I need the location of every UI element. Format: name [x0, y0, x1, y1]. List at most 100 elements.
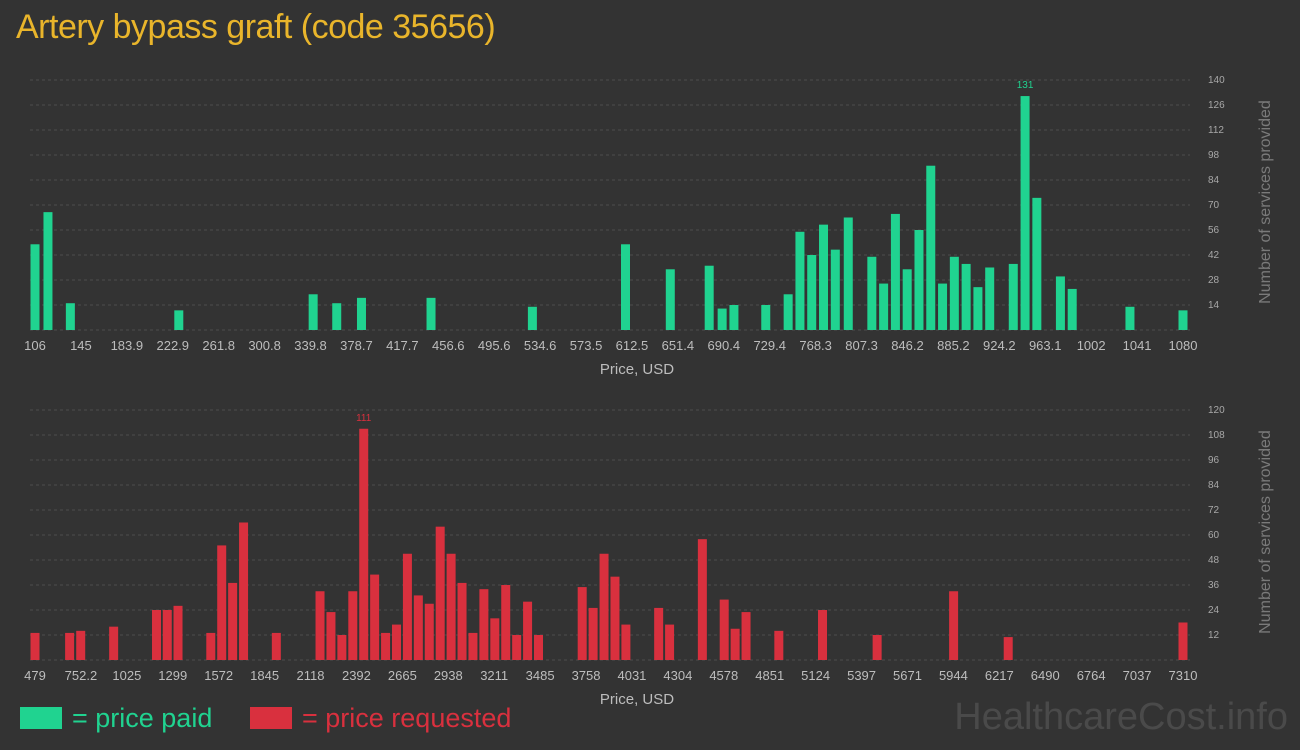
bar [819, 224, 829, 330]
x-tick-label: 183.9 [111, 338, 144, 353]
bar [370, 574, 380, 660]
bar [468, 632, 478, 660]
bar [730, 628, 740, 660]
x-tick-label: 1080 [1169, 338, 1198, 353]
x-tick-label: 1025 [112, 668, 141, 683]
bar [426, 297, 436, 330]
bar [65, 632, 75, 660]
y-tick-label: 24 [1208, 605, 1220, 616]
bar [774, 630, 784, 660]
x-tick-label: 690.4 [708, 338, 741, 353]
x-tick-label: 651.4 [662, 338, 695, 353]
x-tick-label: 2392 [342, 668, 371, 683]
bar [413, 595, 423, 660]
y-tick-label: 70 [1208, 200, 1220, 211]
bar [818, 610, 828, 660]
bar [1032, 197, 1042, 330]
x-tick-label: 1002 [1077, 338, 1106, 353]
x-tick-label: 1041 [1123, 338, 1152, 353]
page-title: Artery bypass graft (code 35656) [16, 8, 496, 46]
bar [741, 612, 751, 660]
y-tick-label: 140 [1208, 75, 1225, 86]
bar [588, 607, 598, 660]
x-tick-label: 261.8 [202, 338, 235, 353]
bar [1067, 288, 1077, 330]
y-tick-label: 60 [1208, 530, 1220, 541]
x-tick-label: 417.7 [386, 338, 419, 353]
x-tick-label: 752.2 [65, 668, 98, 683]
x-tick-label: 1845 [250, 668, 279, 683]
bar [1055, 276, 1065, 330]
bar [173, 605, 183, 660]
x-tick-label: 7310 [1169, 668, 1198, 683]
x-tick-label: 3485 [526, 668, 555, 683]
x-tick-label: 6490 [1031, 668, 1060, 683]
bar [938, 283, 948, 330]
bar [424, 603, 434, 660]
bar [961, 263, 971, 330]
y-tick-label: 84 [1208, 175, 1220, 186]
bar [271, 632, 281, 660]
bar [949, 591, 959, 660]
bar [402, 553, 412, 660]
bar [697, 539, 707, 660]
bar [926, 165, 936, 330]
x-axis-label: Price, USD [600, 361, 674, 378]
x-tick-label: 339.8 [294, 338, 327, 353]
x-tick-label: 479 [24, 668, 46, 683]
x-tick-label: 3758 [572, 668, 601, 683]
bar [435, 526, 445, 660]
bar [843, 217, 853, 330]
bar [1125, 306, 1135, 330]
bar [1178, 622, 1188, 660]
x-tick-label: 924.2 [983, 338, 1016, 353]
bar [761, 305, 771, 330]
x-tick-label: 846.2 [891, 338, 924, 353]
x-tick-label: 378.7 [340, 338, 373, 353]
bar [501, 585, 511, 660]
price-requested-chart: 12 24 36 48 60 72 84 96 108 120 111 479 752.2 1025 129… [24, 405, 1274, 708]
bar [599, 553, 609, 660]
x-tick-label: 222.9 [156, 338, 189, 353]
bar [729, 305, 739, 330]
bar [332, 303, 342, 330]
x-tick-label: 807.3 [845, 338, 878, 353]
bar [512, 635, 522, 660]
bar [610, 576, 620, 660]
y-tick-label: 84 [1208, 480, 1220, 491]
bar [795, 231, 805, 330]
bar [391, 624, 401, 660]
x-tick-label: 5124 [801, 668, 830, 683]
y-tick-label: 126 [1208, 100, 1225, 111]
bar [30, 632, 40, 660]
bar [1003, 637, 1013, 660]
bar [228, 582, 238, 660]
requested-swatch [250, 707, 292, 729]
y-tick-label: 12 [1208, 630, 1220, 641]
y-tick-label: 14 [1208, 300, 1220, 311]
bar [621, 624, 631, 660]
bar [867, 256, 877, 330]
x-tick-label: 6217 [985, 668, 1014, 683]
bar [206, 632, 216, 660]
bar [479, 589, 489, 660]
bar [1020, 96, 1030, 330]
x-tick-label: 4851 [755, 668, 784, 683]
y-tick-label: 120 [1208, 405, 1225, 416]
y-axis-label: Number of services provided [1257, 430, 1274, 634]
y-tick-label: 48 [1208, 555, 1220, 566]
bar [337, 635, 347, 660]
y-tick-label: 72 [1208, 505, 1220, 516]
bar [1008, 263, 1018, 330]
bar [308, 294, 318, 330]
x-tick-label: 4304 [663, 668, 692, 683]
x-tick-label: 612.5 [616, 338, 649, 353]
y-tick-label: 96 [1208, 455, 1220, 466]
x-tick-label: 729.4 [753, 338, 786, 353]
bar [152, 610, 162, 660]
x-tick-label: 145 [70, 338, 92, 353]
bar [43, 212, 53, 330]
x-tick-label: 4578 [709, 668, 738, 683]
y-tick-label: 28 [1208, 275, 1220, 286]
